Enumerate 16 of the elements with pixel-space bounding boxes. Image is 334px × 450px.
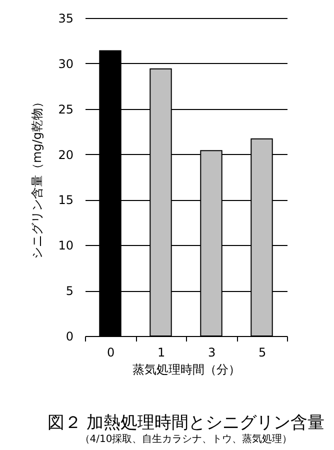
y-tick-label: 5 [66, 284, 74, 298]
y-tick-label: 25 [58, 102, 74, 116]
x-tick-label: 3 [208, 346, 216, 360]
x-tick-label: 5 [258, 346, 266, 360]
y-tick-label: 20 [58, 148, 74, 162]
y-axis-title: シニグリン含量（mg/g乾物） [30, 96, 44, 259]
x-axis-title: 蒸気処理時間（分） [132, 362, 240, 376]
y-tick-label: 30 [58, 56, 74, 71]
y-tick-label: 10 [58, 238, 74, 253]
x-tick-label: 1 [157, 346, 166, 360]
y-tick-label: 15 [58, 193, 74, 208]
y-tick-label: 0 [66, 330, 74, 344]
x-tick-label: 0 [106, 346, 115, 360]
text: 図２ 加熱処理時間とシニグリン含量 [47, 413, 325, 433]
text: （4/10採取、自生カラシナ、トウ、蒸気処理） [80, 433, 292, 445]
y-tick-label: 35 [58, 12, 74, 26]
